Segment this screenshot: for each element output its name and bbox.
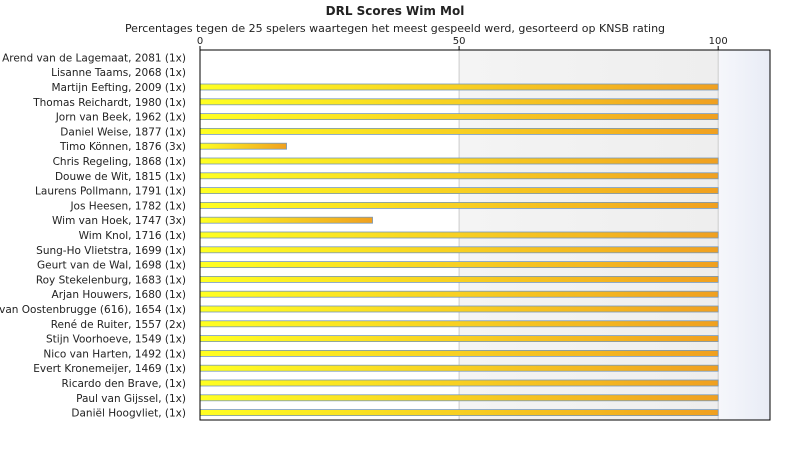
bar [199,364,719,372]
bar [199,290,719,298]
category-label: Mike van Oostenbrugge (616), 1654 (1x) [0,304,186,316]
category-label: Wim van Hoek, 1747 (3x) [52,215,186,227]
category-label: Stijn Voorhoeve, 1549 (1x) [46,334,186,346]
bar [199,113,719,120]
category-label: Martijn Eefting, 2009 (1x) [51,82,186,94]
bar [199,157,719,165]
bar [199,349,719,357]
chart-subtitle: Percentages tegen de 25 spelers waartege… [124,22,666,35]
grid-band-edge [718,50,770,420]
category-label: Daniel Weise, 1877 (1x) [60,126,186,138]
category-label: Roy Stekelenburg, 1683 (1x) [36,274,186,286]
bar [199,320,719,328]
category-label: Paul van Gijssel, (1x) [76,393,186,405]
bar [199,261,719,269]
category-label: Lisanne Taams, 2068 (1x) [51,67,186,79]
bar [199,379,719,387]
category-label: Arjan Houwers, 1680 (1x) [52,289,186,301]
bar [199,409,719,417]
bar [199,98,719,106]
bar [199,127,719,135]
category-label: René de Ruiter, 1557 (2x) [51,319,186,331]
bar [199,187,719,195]
category-label: Geurt van de Wal, 1698 (1x) [37,260,186,272]
category-label: Thomas Reichardt, 1980 (1x) [32,97,186,109]
bar [199,216,373,224]
category-label: Douwe de Wit, 1815 (1x) [55,171,186,183]
category-label: Arend van de Lagemaat, 2081 (1x) [2,52,186,64]
category-label: Ricardo den Brave, (1x) [62,378,187,390]
bar [199,335,719,343]
category-label: Nico van Harten, 1492 (1x) [43,348,186,360]
category-label: Jorn van Beek, 1962 (1x) [55,112,186,124]
category-label: Timo Können, 1876 (3x) [59,141,186,153]
category-label: Laurens Pollmann, 1791 (1x) [35,186,186,198]
category-label: Daniël Hoogvliet, (1x) [71,408,186,420]
category-label: Sung-Ho Vlietstra, 1699 (1x) [36,245,186,257]
bar [199,231,719,239]
category-label: Chris Regeling, 1868 (1x) [53,156,186,168]
bar [199,83,719,91]
bar [199,142,287,150]
category-label: Jos Heesen, 1782 (1x) [69,200,186,212]
bar [199,246,719,254]
bar [199,201,719,209]
chart-title: DRL Scores Wim Mol [325,4,465,18]
tick-label: 100 [709,36,728,47]
plot-frame [199,49,771,421]
category-label: Evert Kronemeijer, 1469 (1x) [33,363,186,375]
tick-label: 50 [453,36,466,47]
bar [199,275,719,283]
bar [199,305,719,313]
category-label: Wim Knol, 1716 (1x) [79,230,186,242]
bar [199,172,719,180]
tick-label: 0 [197,36,203,47]
bar [199,394,719,402]
